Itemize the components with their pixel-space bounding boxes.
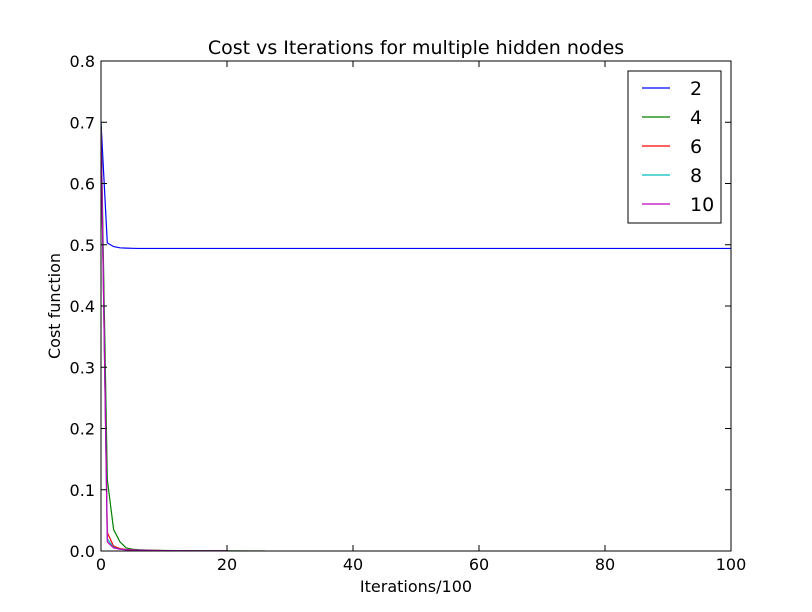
- x-tick-label: 100: [716, 555, 747, 574]
- x-axis: 0 20 40 60 80 100: [96, 61, 746, 574]
- x-tick-label: 20: [217, 555, 237, 574]
- y-tick-label: 0.5: [70, 236, 95, 255]
- x-tick-label: 60: [469, 555, 489, 574]
- plot-lines: [101, 122, 731, 551]
- series-line-2: [101, 122, 731, 250]
- legend-label-10: 10: [690, 194, 714, 216]
- y-tick-label: 0.3: [70, 358, 95, 377]
- legend-label-6: 6: [690, 136, 702, 158]
- y-tick-label: 0.6: [70, 175, 95, 194]
- legend-box: [627, 70, 722, 224]
- x-tick-label: 0: [96, 555, 106, 574]
- legend-label-8: 8: [690, 165, 702, 187]
- chart-title: Cost vs Iterations for multiple hidden n…: [208, 37, 624, 59]
- y-tick-label: 0.8: [70, 52, 95, 71]
- y-axis-label: Cost function: [45, 253, 64, 359]
- x-axis-label: Iterations/100: [360, 577, 472, 596]
- y-tick-label: 0.2: [70, 420, 95, 439]
- legend-label-4: 4: [690, 107, 702, 129]
- y-tick-label: 0.7: [70, 113, 95, 132]
- legend: 2 4 6 8 10: [627, 70, 722, 224]
- y-axis: 0.0 0.1 0.2 0.3 0.4 0.5 0.6 0.7 0.8: [70, 52, 731, 561]
- y-tick-label: 0.1: [70, 481, 95, 500]
- x-tick-label: 40: [343, 555, 363, 574]
- x-tick-label: 80: [595, 555, 615, 574]
- y-tick-label: 0.4: [70, 297, 95, 316]
- legend-label-2: 2: [690, 78, 702, 100]
- y-tick-label: 0.0: [70, 542, 95, 561]
